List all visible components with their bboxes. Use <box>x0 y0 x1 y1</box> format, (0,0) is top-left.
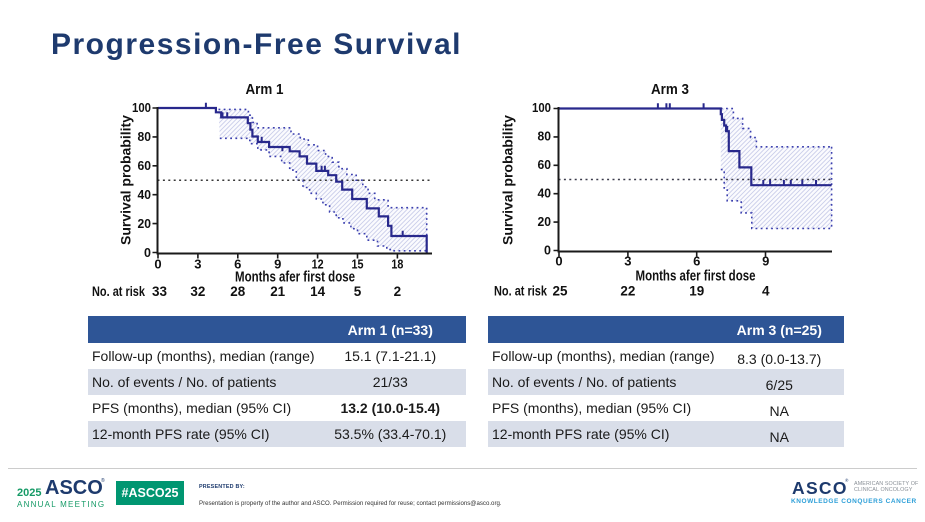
svg-text:9: 9 <box>762 254 769 269</box>
svg-text:0: 0 <box>555 254 562 269</box>
svg-text:Months afer first dose: Months afer first dose <box>636 269 756 285</box>
svg-text:80: 80 <box>538 130 552 144</box>
svg-text:0: 0 <box>144 246 151 260</box>
svg-text:12: 12 <box>312 257 324 272</box>
svg-text:Survival probability: Survival probability <box>500 115 516 245</box>
svg-text:14: 14 <box>310 284 325 299</box>
svg-text:15: 15 <box>352 257 364 272</box>
svg-text:40: 40 <box>138 188 152 202</box>
svg-text:22: 22 <box>620 284 635 299</box>
svg-text:19: 19 <box>689 284 704 299</box>
svg-text:100: 100 <box>532 101 551 115</box>
svg-text:6: 6 <box>234 257 241 272</box>
svg-text:No. at risk: No. at risk <box>494 284 547 299</box>
svg-text:100: 100 <box>132 101 151 115</box>
svg-text:3: 3 <box>194 257 201 272</box>
svg-text:21: 21 <box>270 284 285 299</box>
svg-text:No. at risk: No. at risk <box>92 284 145 299</box>
svg-text:32: 32 <box>190 284 205 299</box>
svg-text:2: 2 <box>394 284 402 299</box>
svg-text:Survival probability: Survival probability <box>118 115 134 245</box>
svg-text:4: 4 <box>762 284 770 299</box>
svg-text:20: 20 <box>138 217 152 231</box>
svg-text:20: 20 <box>538 215 552 229</box>
svg-text:3: 3 <box>624 254 631 269</box>
svg-text:28: 28 <box>230 284 245 299</box>
svg-text:Months afer first dose: Months afer first dose <box>235 270 355 286</box>
svg-text:0: 0 <box>544 244 551 258</box>
svg-text:Arm 3: Arm 3 <box>651 82 689 98</box>
svg-text:9: 9 <box>274 257 281 272</box>
svg-text:60: 60 <box>538 158 552 172</box>
svg-text:5: 5 <box>354 284 362 299</box>
svg-text:33: 33 <box>152 284 167 299</box>
svg-text:0: 0 <box>154 257 161 272</box>
svg-text:25: 25 <box>553 284 568 299</box>
svg-text:60: 60 <box>138 159 152 173</box>
svg-text:80: 80 <box>138 130 152 144</box>
svg-text:Arm 1: Arm 1 <box>246 82 284 98</box>
svg-text:40: 40 <box>538 186 552 200</box>
svg-text:6: 6 <box>693 254 700 269</box>
svg-text:18: 18 <box>391 257 403 272</box>
